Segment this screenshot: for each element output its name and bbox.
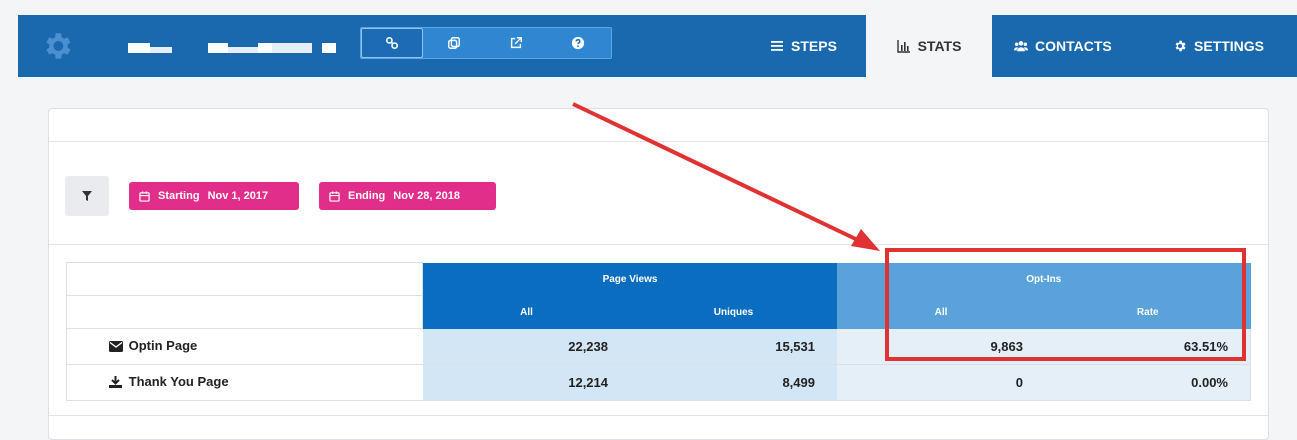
start-date-picker[interactable]: Starting Nov 1, 2017 bbox=[129, 182, 299, 210]
top-navigation-bar: STEPS STATS CONTACTS SETTINGS bbox=[18, 15, 1297, 77]
step-name-cell: Thank You Page bbox=[66, 364, 423, 401]
table-row[interactable]: Optin Page 22,238 15,531 9,863 63.51% bbox=[66, 328, 1251, 365]
tab-contacts-label: CONTACTS bbox=[1035, 38, 1112, 54]
start-date-label: Starting bbox=[158, 190, 200, 202]
annotation-highlight-box bbox=[885, 248, 1246, 361]
opt-ins-rate-header: Rate bbox=[1045, 295, 1251, 329]
gear-logo-icon bbox=[46, 33, 71, 59]
link-icon bbox=[385, 36, 399, 50]
divider bbox=[49, 415, 1268, 416]
filter-button[interactable] bbox=[65, 176, 109, 216]
bar-chart-icon bbox=[896, 40, 910, 53]
opt-ins-header: Opt-Ins bbox=[837, 262, 1251, 296]
stats-table: Page Views Opt-Ins All Uniques All Rate … bbox=[66, 262, 1251, 401]
tab-stats[interactable]: STATS bbox=[866, 15, 992, 77]
help-icon bbox=[571, 36, 585, 50]
step-name: Thank You Page bbox=[128, 374, 229, 390]
tab-settings-label: SETTINGS bbox=[1194, 38, 1265, 54]
filter-icon bbox=[82, 191, 92, 201]
page-views-uniques-value: 15,531 bbox=[630, 328, 837, 365]
help-button[interactable] bbox=[547, 28, 609, 58]
table-row[interactable]: Thank You Page 12,214 8,499 0 0.00% bbox=[66, 364, 1251, 401]
external-link-icon bbox=[510, 37, 522, 49]
end-date-value: Nov 28, 2018 bbox=[393, 190, 460, 202]
start-date-value: Nov 1, 2017 bbox=[207, 190, 269, 202]
end-date-label: Ending bbox=[348, 190, 386, 202]
link-button[interactable] bbox=[361, 28, 423, 58]
copy-icon bbox=[448, 37, 460, 49]
page-views-all-value: 12,214 bbox=[422, 364, 630, 401]
page-views-uniques-header: Uniques bbox=[630, 295, 837, 329]
page-views-all-value: 22,238 bbox=[422, 328, 630, 365]
divider bbox=[49, 141, 1268, 142]
opt-ins-all-value: 0 bbox=[837, 364, 1045, 401]
page-views-header: Page Views bbox=[422, 262, 837, 296]
open-external-button[interactable] bbox=[485, 28, 547, 58]
opt-ins-all-header: All bbox=[837, 295, 1045, 329]
stats-panel: Starting Nov 1, 2017 Ending Nov 28, 2018… bbox=[48, 108, 1269, 440]
corner-cell bbox=[66, 295, 423, 329]
download-icon bbox=[109, 375, 122, 388]
corner-cell bbox=[66, 262, 423, 296]
divider bbox=[49, 244, 1268, 245]
list-icon bbox=[771, 41, 783, 51]
tab-contacts[interactable]: CONTACTS bbox=[1014, 15, 1112, 77]
end-date-picker[interactable]: Ending Nov 28, 2018 bbox=[319, 182, 496, 210]
step-name: Optin Page bbox=[128, 338, 198, 354]
opt-ins-rate-value: 0.00% bbox=[1045, 364, 1251, 401]
funnel-tool-group bbox=[360, 27, 612, 59]
tab-settings[interactable]: SETTINGS bbox=[1173, 15, 1264, 77]
calendar-icon bbox=[139, 190, 150, 202]
gear-icon bbox=[1175, 40, 1186, 52]
tab-steps[interactable]: STEPS bbox=[770, 15, 837, 77]
tab-steps-label: STEPS bbox=[791, 38, 837, 54]
envelope-icon bbox=[109, 340, 123, 352]
users-icon bbox=[1014, 41, 1028, 52]
calendar-icon bbox=[329, 190, 340, 202]
page-views-all-header: All bbox=[422, 295, 630, 329]
copy-button[interactable] bbox=[423, 28, 485, 58]
step-name-cell: Optin Page bbox=[66, 328, 423, 365]
tab-stats-label: STATS bbox=[917, 38, 962, 54]
page-views-uniques-value: 8,499 bbox=[630, 364, 837, 401]
